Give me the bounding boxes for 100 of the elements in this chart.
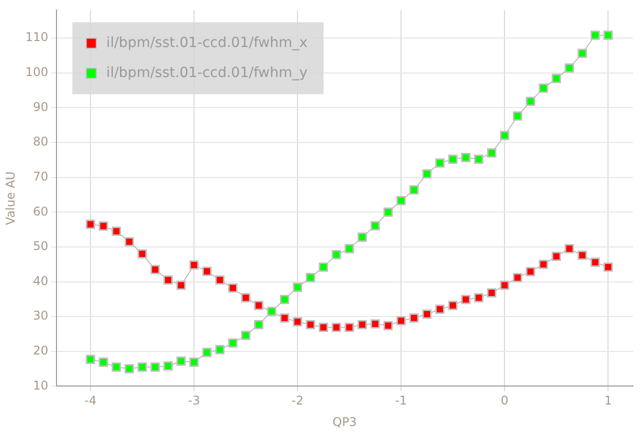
y-tick-label: 100 bbox=[25, 64, 48, 79]
point bbox=[202, 348, 212, 358]
point bbox=[396, 196, 406, 206]
point bbox=[552, 252, 562, 261]
point bbox=[474, 154, 484, 164]
point bbox=[98, 221, 108, 231]
point bbox=[241, 330, 250, 340]
point bbox=[306, 320, 316, 330]
point bbox=[306, 272, 316, 282]
y-tick-label: 110 bbox=[25, 30, 48, 44]
point bbox=[280, 313, 290, 323]
point bbox=[292, 317, 302, 326]
point bbox=[409, 313, 419, 323]
legend-label: il/bpm/sst.01-ccd.01/fwhm_x bbox=[106, 34, 308, 51]
point bbox=[512, 272, 522, 282]
point bbox=[590, 258, 600, 267]
point bbox=[163, 275, 173, 285]
point bbox=[332, 250, 342, 260]
y-axis-title: Value AU bbox=[3, 171, 18, 226]
point bbox=[228, 338, 238, 348]
point bbox=[215, 275, 225, 285]
point bbox=[500, 130, 510, 140]
point bbox=[474, 293, 484, 302]
point bbox=[228, 283, 238, 293]
point bbox=[435, 158, 445, 168]
point bbox=[590, 30, 600, 40]
y-tick-label: 90 bbox=[33, 100, 48, 114]
point bbox=[564, 63, 574, 73]
point bbox=[86, 220, 96, 229]
point bbox=[526, 96, 536, 106]
y-tick-label: 80 bbox=[33, 134, 48, 149]
point bbox=[604, 262, 613, 272]
point bbox=[124, 237, 134, 246]
point bbox=[163, 361, 173, 371]
y-tick-label: 20 bbox=[33, 344, 48, 358]
point bbox=[189, 358, 199, 367]
y-tick-label: 70 bbox=[33, 169, 48, 184]
point bbox=[512, 111, 522, 121]
point bbox=[422, 169, 432, 178]
point bbox=[422, 309, 432, 319]
point bbox=[358, 232, 367, 242]
point bbox=[487, 288, 496, 298]
point bbox=[318, 262, 328, 272]
x-tick-label: -1 bbox=[395, 394, 408, 408]
point bbox=[344, 244, 354, 254]
point bbox=[150, 362, 160, 372]
point bbox=[215, 345, 225, 354]
point bbox=[112, 362, 121, 372]
point bbox=[124, 364, 134, 374]
point bbox=[487, 148, 496, 158]
point bbox=[332, 322, 342, 332]
point bbox=[241, 293, 250, 302]
point bbox=[448, 154, 458, 164]
point bbox=[370, 319, 380, 329]
point bbox=[435, 304, 445, 314]
point bbox=[202, 266, 212, 276]
point bbox=[500, 280, 510, 290]
point bbox=[280, 294, 290, 304]
point bbox=[267, 306, 276, 316]
point bbox=[176, 356, 186, 366]
point bbox=[578, 250, 587, 260]
point bbox=[396, 316, 406, 326]
y-tick-label: 50 bbox=[33, 239, 48, 254]
legend-label: il/bpm/sst.01-ccd.01/fwhm_y bbox=[106, 64, 308, 81]
y-tick-label: 10 bbox=[33, 378, 48, 392]
x-tick-label: -2 bbox=[292, 394, 304, 408]
y-tick-label: 40 bbox=[33, 274, 48, 288]
y-tick-label: 60 bbox=[33, 204, 48, 218]
point bbox=[538, 260, 548, 269]
point bbox=[344, 322, 354, 332]
x-axis-title: QP3 bbox=[332, 414, 357, 429]
point bbox=[358, 320, 367, 330]
y-tick-label: 30 bbox=[33, 308, 48, 323]
point bbox=[578, 48, 587, 58]
point bbox=[292, 282, 302, 292]
point bbox=[526, 267, 536, 276]
point bbox=[384, 207, 393, 217]
point bbox=[86, 354, 96, 364]
x-tick-label: 0 bbox=[500, 394, 508, 408]
point bbox=[461, 294, 470, 304]
point bbox=[538, 84, 548, 93]
point bbox=[552, 74, 562, 84]
x-tick-label: 1 bbox=[604, 394, 612, 408]
point bbox=[384, 320, 393, 330]
point bbox=[98, 358, 108, 367]
point bbox=[189, 260, 199, 270]
point bbox=[564, 244, 574, 254]
point bbox=[176, 280, 186, 290]
point bbox=[604, 30, 613, 40]
point bbox=[461, 152, 470, 162]
x-tick-label: -4 bbox=[84, 394, 96, 408]
point bbox=[370, 221, 380, 230]
point bbox=[138, 362, 147, 372]
point bbox=[409, 185, 419, 194]
point bbox=[254, 320, 264, 330]
point bbox=[254, 300, 264, 310]
x-tick-label: -3 bbox=[188, 394, 200, 408]
point bbox=[150, 264, 160, 274]
point bbox=[318, 322, 328, 332]
point bbox=[448, 300, 458, 310]
